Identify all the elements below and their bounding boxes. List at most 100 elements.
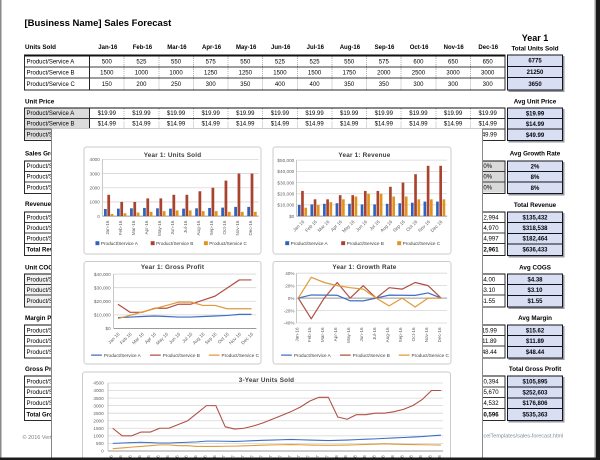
svg-text:-20%: -20% — [284, 308, 295, 313]
svg-text:Dec-18: Dec-18 — [437, 455, 442, 460]
svg-text:May 16: May 16 — [341, 219, 356, 234]
svg-text:Product/Service C: Product/Service C — [403, 241, 441, 246]
svg-text:Feb-18: Feb-18 — [343, 455, 348, 460]
svg-text:Nov-16: Nov-16 — [235, 220, 240, 235]
svg-text:Dec-17: Dec-17 — [324, 455, 329, 460]
svg-text:0: 0 — [101, 449, 104, 454]
svg-text:Product/Service C: Product/Service C — [412, 353, 450, 358]
svg-text:0: 0 — [97, 214, 100, 219]
svg-text:$40,000: $40,000 — [94, 272, 111, 277]
svg-text:May-16: May-16 — [146, 455, 151, 460]
svg-text:Dec-16: Dec-16 — [212, 455, 217, 460]
svg-text:Feb 16: Feb 16 — [119, 331, 133, 345]
svg-text:Sep-16: Sep-16 — [209, 220, 214, 235]
svg-text:3000: 3000 — [93, 403, 104, 408]
svg-text:40%: 40% — [285, 271, 294, 276]
svg-text:Aug-18: Aug-18 — [399, 455, 404, 460]
svg-text:May-17: May-17 — [259, 455, 264, 460]
svg-text:2500: 2500 — [93, 411, 104, 416]
svg-text:2000: 2000 — [90, 185, 101, 190]
svg-text:Dec-16: Dec-16 — [248, 220, 253, 235]
svg-text:Year 1: Growth Rate: Year 1: Growth Rate — [332, 264, 396, 271]
svg-text:1000: 1000 — [90, 200, 101, 205]
svg-text:$0: $0 — [106, 326, 112, 331]
svg-text:Product/Service C: Product/Service C — [222, 353, 260, 358]
svg-text:Nov-17: Nov-17 — [315, 455, 320, 460]
svg-text:4000: 4000 — [93, 388, 104, 393]
svg-text:Oct-17: Oct-17 — [306, 455, 311, 460]
svg-text:Dec 16: Dec 16 — [240, 331, 254, 345]
svg-text:Mar 16: Mar 16 — [317, 219, 331, 233]
svg-text:Apr-18: Apr-18 — [362, 455, 367, 460]
svg-text:Aug 16: Aug 16 — [192, 331, 206, 345]
svg-text:Jun-18: Jun-18 — [381, 455, 386, 460]
svg-text:Apr-16: Apr-16 — [333, 327, 338, 341]
svg-text:Year 1: Revenue: Year 1: Revenue — [338, 152, 390, 159]
svg-text:$20,000: $20,000 — [94, 299, 111, 304]
svg-text:May-16: May-16 — [346, 327, 351, 343]
svg-text:Mar 16: Mar 16 — [131, 331, 145, 345]
svg-text:Sep-18: Sep-18 — [409, 455, 414, 460]
svg-text:Jul-17: Jul-17 — [278, 455, 283, 460]
svg-text:Jan-16: Jan-16 — [109, 455, 114, 460]
svg-text:Product/Service A: Product/Service A — [291, 241, 329, 246]
svg-text:Nov 16: Nov 16 — [417, 219, 431, 233]
svg-text:Mar-16: Mar-16 — [320, 327, 325, 342]
svg-text:$30,000: $30,000 — [94, 285, 111, 290]
svg-text:Jun-16: Jun-16 — [156, 455, 161, 460]
svg-text:Year 1: Gross Profit: Year 1: Gross Profit — [141, 264, 205, 271]
svg-text:Nov-16: Nov-16 — [424, 327, 429, 342]
svg-text:Jan 16: Jan 16 — [107, 331, 121, 345]
svg-text:Jan 16: Jan 16 — [292, 219, 306, 233]
svg-text:20%: 20% — [285, 283, 294, 288]
svg-text:Product/Service B: Product/Service B — [347, 241, 384, 246]
svg-text:Product/Service C: Product/Service C — [209, 241, 247, 246]
svg-text:1000: 1000 — [93, 434, 104, 439]
svg-text:Product/Service B: Product/Service B — [353, 353, 390, 358]
svg-text:3500: 3500 — [93, 396, 104, 401]
svg-text:Jul-18: Jul-18 — [390, 455, 395, 460]
svg-text:3000: 3000 — [90, 171, 101, 176]
svg-text:$50,000: $50,000 — [277, 158, 294, 163]
svg-text:Mar-16: Mar-16 — [127, 455, 132, 460]
svg-text:$10,000: $10,000 — [277, 203, 294, 208]
svg-text:Feb-16: Feb-16 — [118, 220, 123, 235]
svg-text:Jan-16: Jan-16 — [294, 327, 299, 342]
svg-text:Mar-17: Mar-17 — [240, 455, 245, 460]
svg-text:Aug-16: Aug-16 — [174, 455, 179, 460]
svg-text:May 16: May 16 — [155, 331, 170, 346]
svg-text:Product/Service A: Product/Service A — [294, 353, 332, 358]
svg-text:Aug-16: Aug-16 — [385, 327, 390, 342]
svg-text:Sep-16: Sep-16 — [398, 327, 403, 342]
svg-text:Dec 16: Dec 16 — [430, 219, 444, 233]
svg-text:1500: 1500 — [93, 426, 104, 431]
svg-text:Jun-17: Jun-17 — [268, 455, 273, 460]
svg-text:Apr-16: Apr-16 — [144, 220, 149, 234]
svg-text:Jul-16: Jul-16 — [165, 455, 170, 460]
svg-text:Product/Service A: Product/Service A — [101, 241, 139, 246]
svg-text:Mar-18: Mar-18 — [353, 455, 358, 460]
svg-text:Nov 16: Nov 16 — [228, 331, 242, 345]
svg-text:Product/Service B: Product/Service B — [156, 241, 193, 246]
svg-text:Oct 16: Oct 16 — [405, 219, 419, 233]
svg-text:Aug 16: Aug 16 — [379, 219, 393, 233]
svg-text:Sep 16: Sep 16 — [204, 331, 218, 345]
svg-text:Oct-16: Oct-16 — [222, 220, 227, 234]
svg-text:$30,000: $30,000 — [277, 180, 294, 185]
svg-text:Apr-16: Apr-16 — [137, 455, 142, 460]
svg-text:Oct-18: Oct-18 — [418, 455, 423, 460]
svg-text:Jan-18: Jan-18 — [334, 455, 339, 460]
svg-text:Nov-16: Nov-16 — [202, 455, 207, 460]
svg-text:Jul-16: Jul-16 — [372, 327, 377, 340]
svg-text:Dec-16: Dec-16 — [437, 327, 442, 342]
svg-text:Year 1: Units Sold: Year 1: Units Sold — [144, 152, 202, 159]
svg-text:May-18: May-18 — [371, 455, 376, 460]
svg-text:500: 500 — [96, 441, 104, 446]
svg-text:$40,000: $40,000 — [277, 169, 294, 174]
svg-text:Jun-16: Jun-16 — [170, 220, 175, 235]
svg-text:Product/Service B: Product/Service B — [163, 353, 200, 358]
svg-text:0%: 0% — [288, 296, 295, 301]
svg-text:Aug-16: Aug-16 — [196, 220, 201, 235]
svg-text:Nov-18: Nov-18 — [428, 455, 433, 460]
svg-text:Feb-17: Feb-17 — [231, 455, 236, 460]
